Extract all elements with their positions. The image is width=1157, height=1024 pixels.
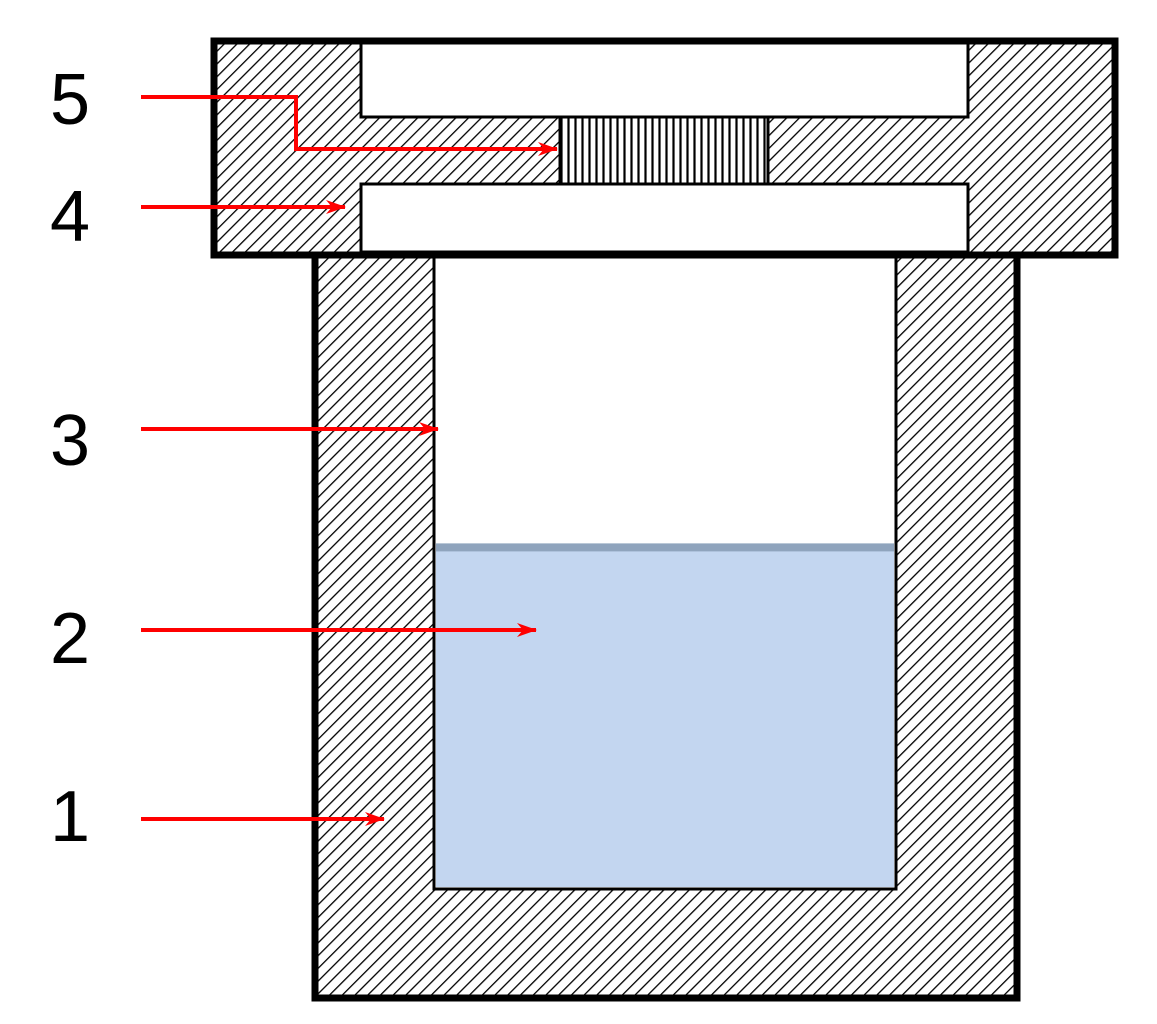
- lid-lower-chamber: [359, 182, 970, 254]
- label-5: 5: [50, 60, 90, 140]
- callout-arrows: [141, 95, 558, 826]
- arrow-5: [141, 95, 558, 156]
- label-1: 1: [50, 777, 90, 857]
- lid: [210, 37, 1119, 259]
- label-4: 4: [50, 177, 90, 257]
- lid-filter-disc: [558, 115, 770, 186]
- liquid-surface: [436, 543, 894, 552]
- label-3: 3: [50, 401, 90, 481]
- label-2: 2: [50, 599, 90, 679]
- liquid-fill: [436, 549, 894, 887]
- callout-numbers: 5 4 3 2 1: [50, 60, 90, 857]
- lid-upper-chamber: [359, 41, 970, 119]
